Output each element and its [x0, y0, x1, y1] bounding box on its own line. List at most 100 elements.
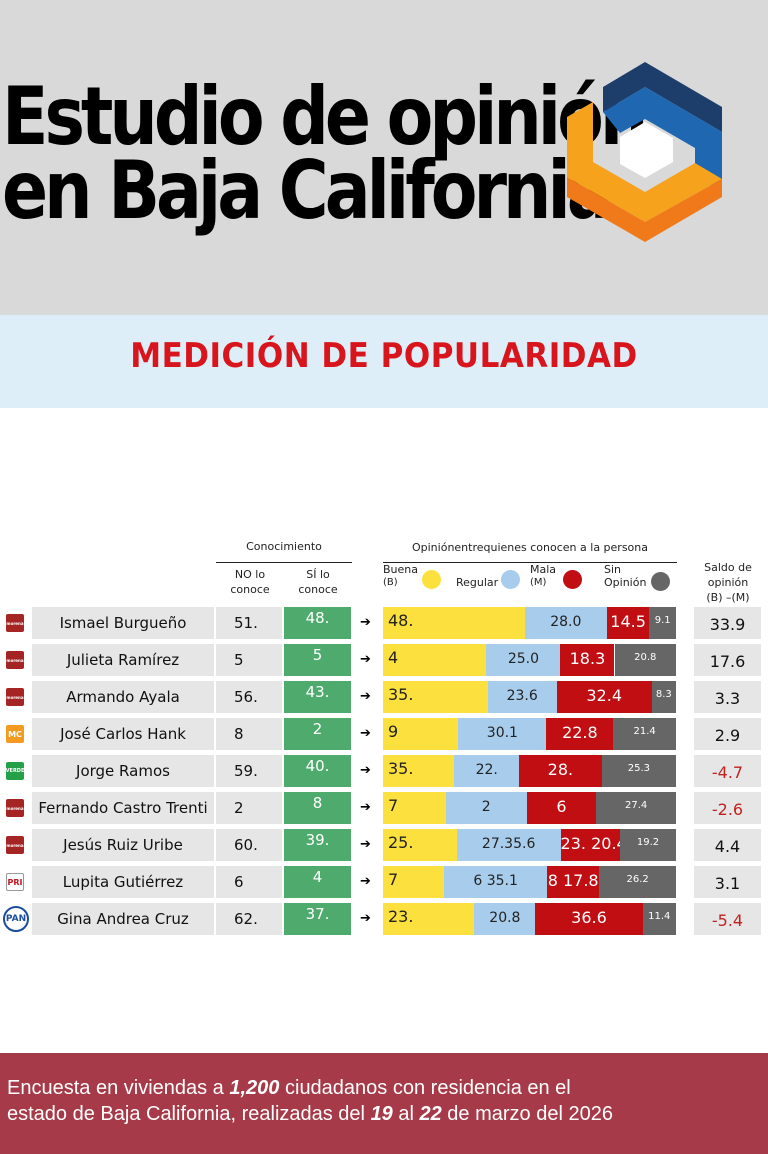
- legend-sin-dot: [651, 572, 670, 591]
- bar-segment-mala: 32.4: [556, 681, 652, 713]
- bar-segment-sin-opinión: 21.4: [613, 718, 676, 750]
- page-title-line1: Estudio de opinión: [2, 70, 648, 165]
- no-lo-conoce-value: 6: [216, 866, 282, 898]
- bar-segment-buena: 48.: [383, 607, 525, 639]
- bar-segment-sin-opinión: 20.8: [614, 644, 676, 676]
- arrow-icon: ➔: [360, 837, 371, 852]
- bar-segment-mala: 36.6: [535, 903, 643, 935]
- legend-mala-dot: [563, 570, 582, 589]
- candidate-name: Gina Andrea Cruz: [32, 903, 214, 935]
- brand-logo-icon: [567, 62, 722, 242]
- no-lo-conoce-value: 62.: [216, 903, 282, 935]
- saldo-value: 33.9: [694, 607, 761, 639]
- footer-band: [0, 1053, 768, 1154]
- bar-segment-buena: 35.: [383, 755, 455, 787]
- si-lo-conoce-value: 37.: [284, 903, 351, 935]
- arrow-icon: ➔: [360, 763, 371, 778]
- saldo-value: 3.3: [694, 681, 761, 713]
- stacked-bar: 7 2 6 27.4: [383, 792, 676, 824]
- legend-sin-label: Sin Opinión: [604, 563, 646, 589]
- stacked-bar: 4 25.0 18.3 20.8: [383, 644, 676, 676]
- saldo-value: -5.4: [694, 903, 761, 935]
- bar-segment-sin-opinión: 19.2: [620, 829, 676, 861]
- saldo-value: 17.6: [694, 644, 761, 676]
- bar-segment-mala: 6: [526, 792, 597, 824]
- legend-regular-label: Regular: [456, 576, 499, 589]
- party-logo-icon: PRI: [6, 873, 24, 891]
- legend-sin-sub: Opinión: [604, 576, 647, 589]
- bar-segment-sin-opinión: 26.2: [599, 866, 676, 898]
- candidate-name: José Carlos Hank: [32, 718, 214, 750]
- footer-text-1c: ciudadanos con residencia en el: [279, 1077, 571, 1099]
- candidate-name: Fernando Castro Trenti: [32, 792, 214, 824]
- arrow-icon: ➔: [360, 874, 371, 889]
- stacked-bar: 35. 22. 28. 25.3: [383, 755, 676, 787]
- stacked-bar: 35. 23.6 32.4 8.3: [383, 681, 676, 713]
- si-lo-conoce-value: 48.: [284, 607, 351, 639]
- bar-segment-buena: 4: [383, 644, 487, 676]
- legend-regular-dot: [501, 570, 520, 589]
- bar-segment-regular: 2: [445, 792, 527, 824]
- bar-segment-regular: 28.0: [524, 607, 607, 639]
- si-lo-conoce-line2: conoce: [298, 583, 338, 596]
- party-logo-icon: morena: [6, 836, 24, 854]
- party-logo-icon: morena: [6, 614, 24, 632]
- no-lo-conoce-value: 56.: [216, 681, 282, 713]
- bar-segment-sin-opinión: 11.4: [642, 903, 676, 935]
- bar-segment-mala: 18.3: [560, 644, 615, 676]
- bar-segment-mala: 22.8: [546, 718, 614, 750]
- legend-sin-text: Sin: [604, 563, 622, 576]
- candidate-name: Julieta Ramírez: [32, 644, 214, 676]
- bar-segment-buena: 35.: [383, 681, 488, 713]
- no-lo-conoce-value: 5: [216, 644, 282, 676]
- arrow-icon: ➔: [360, 800, 371, 815]
- bar-segment-mala: 23. 20.4: [560, 829, 627, 861]
- footer-text-2a: estado de Baja California, realizadas de…: [7, 1103, 371, 1125]
- bar-segment-mala: 8 17.8: [547, 866, 600, 898]
- footer-text-2e: de marzo del 2026: [441, 1103, 613, 1125]
- bar-segment-buena: 7: [383, 792, 446, 824]
- bar-segment-mala: 28.: [518, 755, 602, 787]
- si-lo-conoce-header: SÍ lo conoce: [284, 567, 352, 597]
- saldo-header: Saldo de opinión (B) –(M): [694, 560, 762, 605]
- party-logo-icon: PAN: [3, 906, 29, 932]
- bar-segment-buena: 23.: [383, 903, 475, 935]
- si-lo-conoce-value: 4: [284, 866, 351, 898]
- conocimiento-rule: [216, 562, 352, 563]
- party-logo-icon: morena: [6, 651, 24, 669]
- bar-segment-regular: 30.1: [458, 718, 547, 750]
- saldo-value: 4.4: [694, 829, 761, 861]
- bar-segment-sin-opinión: 8.3: [651, 681, 676, 713]
- arrow-icon: ➔: [360, 615, 371, 630]
- stacked-bar: 23. 20.8 36.6 11.4: [383, 903, 676, 935]
- no-lo-conoce-value: 59.: [216, 755, 282, 787]
- saldo-value: 2.9: [694, 718, 761, 750]
- si-lo-conoce-value: 8: [284, 792, 351, 824]
- no-lo-conoce-header: NO lo conoce: [216, 567, 284, 597]
- bar-segment-regular: 25.0: [486, 644, 561, 676]
- bar-segment-buena: 7: [383, 866, 445, 898]
- conocimiento-header: Conocimiento: [246, 540, 322, 553]
- legend-buena-text: Buena: [383, 563, 418, 576]
- candidate-name: Jesús Ruiz Uribe: [32, 829, 214, 861]
- bar-segment-sin-opinión: 25.3: [601, 755, 676, 787]
- bar-segment-regular: 6 35.1: [444, 866, 548, 898]
- bar-segment-regular: 22.: [454, 755, 519, 787]
- no-lo-conoce-value: 60.: [216, 829, 282, 861]
- si-lo-conoce-value: 43.: [284, 681, 351, 713]
- legend-buena-sub: (B): [383, 577, 398, 588]
- legend-buena-dot: [422, 570, 441, 589]
- stacked-bar: 9 30.1 22.8 21.4: [383, 718, 676, 750]
- page-title-line2: en Baja California: [2, 144, 613, 239]
- opinion-header: Opiniónentrequienes conocen a la persona: [411, 541, 648, 554]
- footer-text-1a: Encuesta en viviendas a: [7, 1077, 230, 1099]
- legend-mala-text: Mala: [530, 563, 557, 576]
- no-lo-conoce-value: 51.: [216, 607, 282, 639]
- footer-start-day: 19: [370, 1103, 393, 1125]
- bar-segment-regular: 27.35.6: [456, 829, 561, 861]
- stacked-bar: 48. 28.0 14.5 9.1: [383, 607, 676, 639]
- bar-segment-mala: 14.5: [606, 607, 650, 639]
- saldo-value: -4.7: [694, 755, 761, 787]
- footer-text-2c: al: [392, 1103, 420, 1125]
